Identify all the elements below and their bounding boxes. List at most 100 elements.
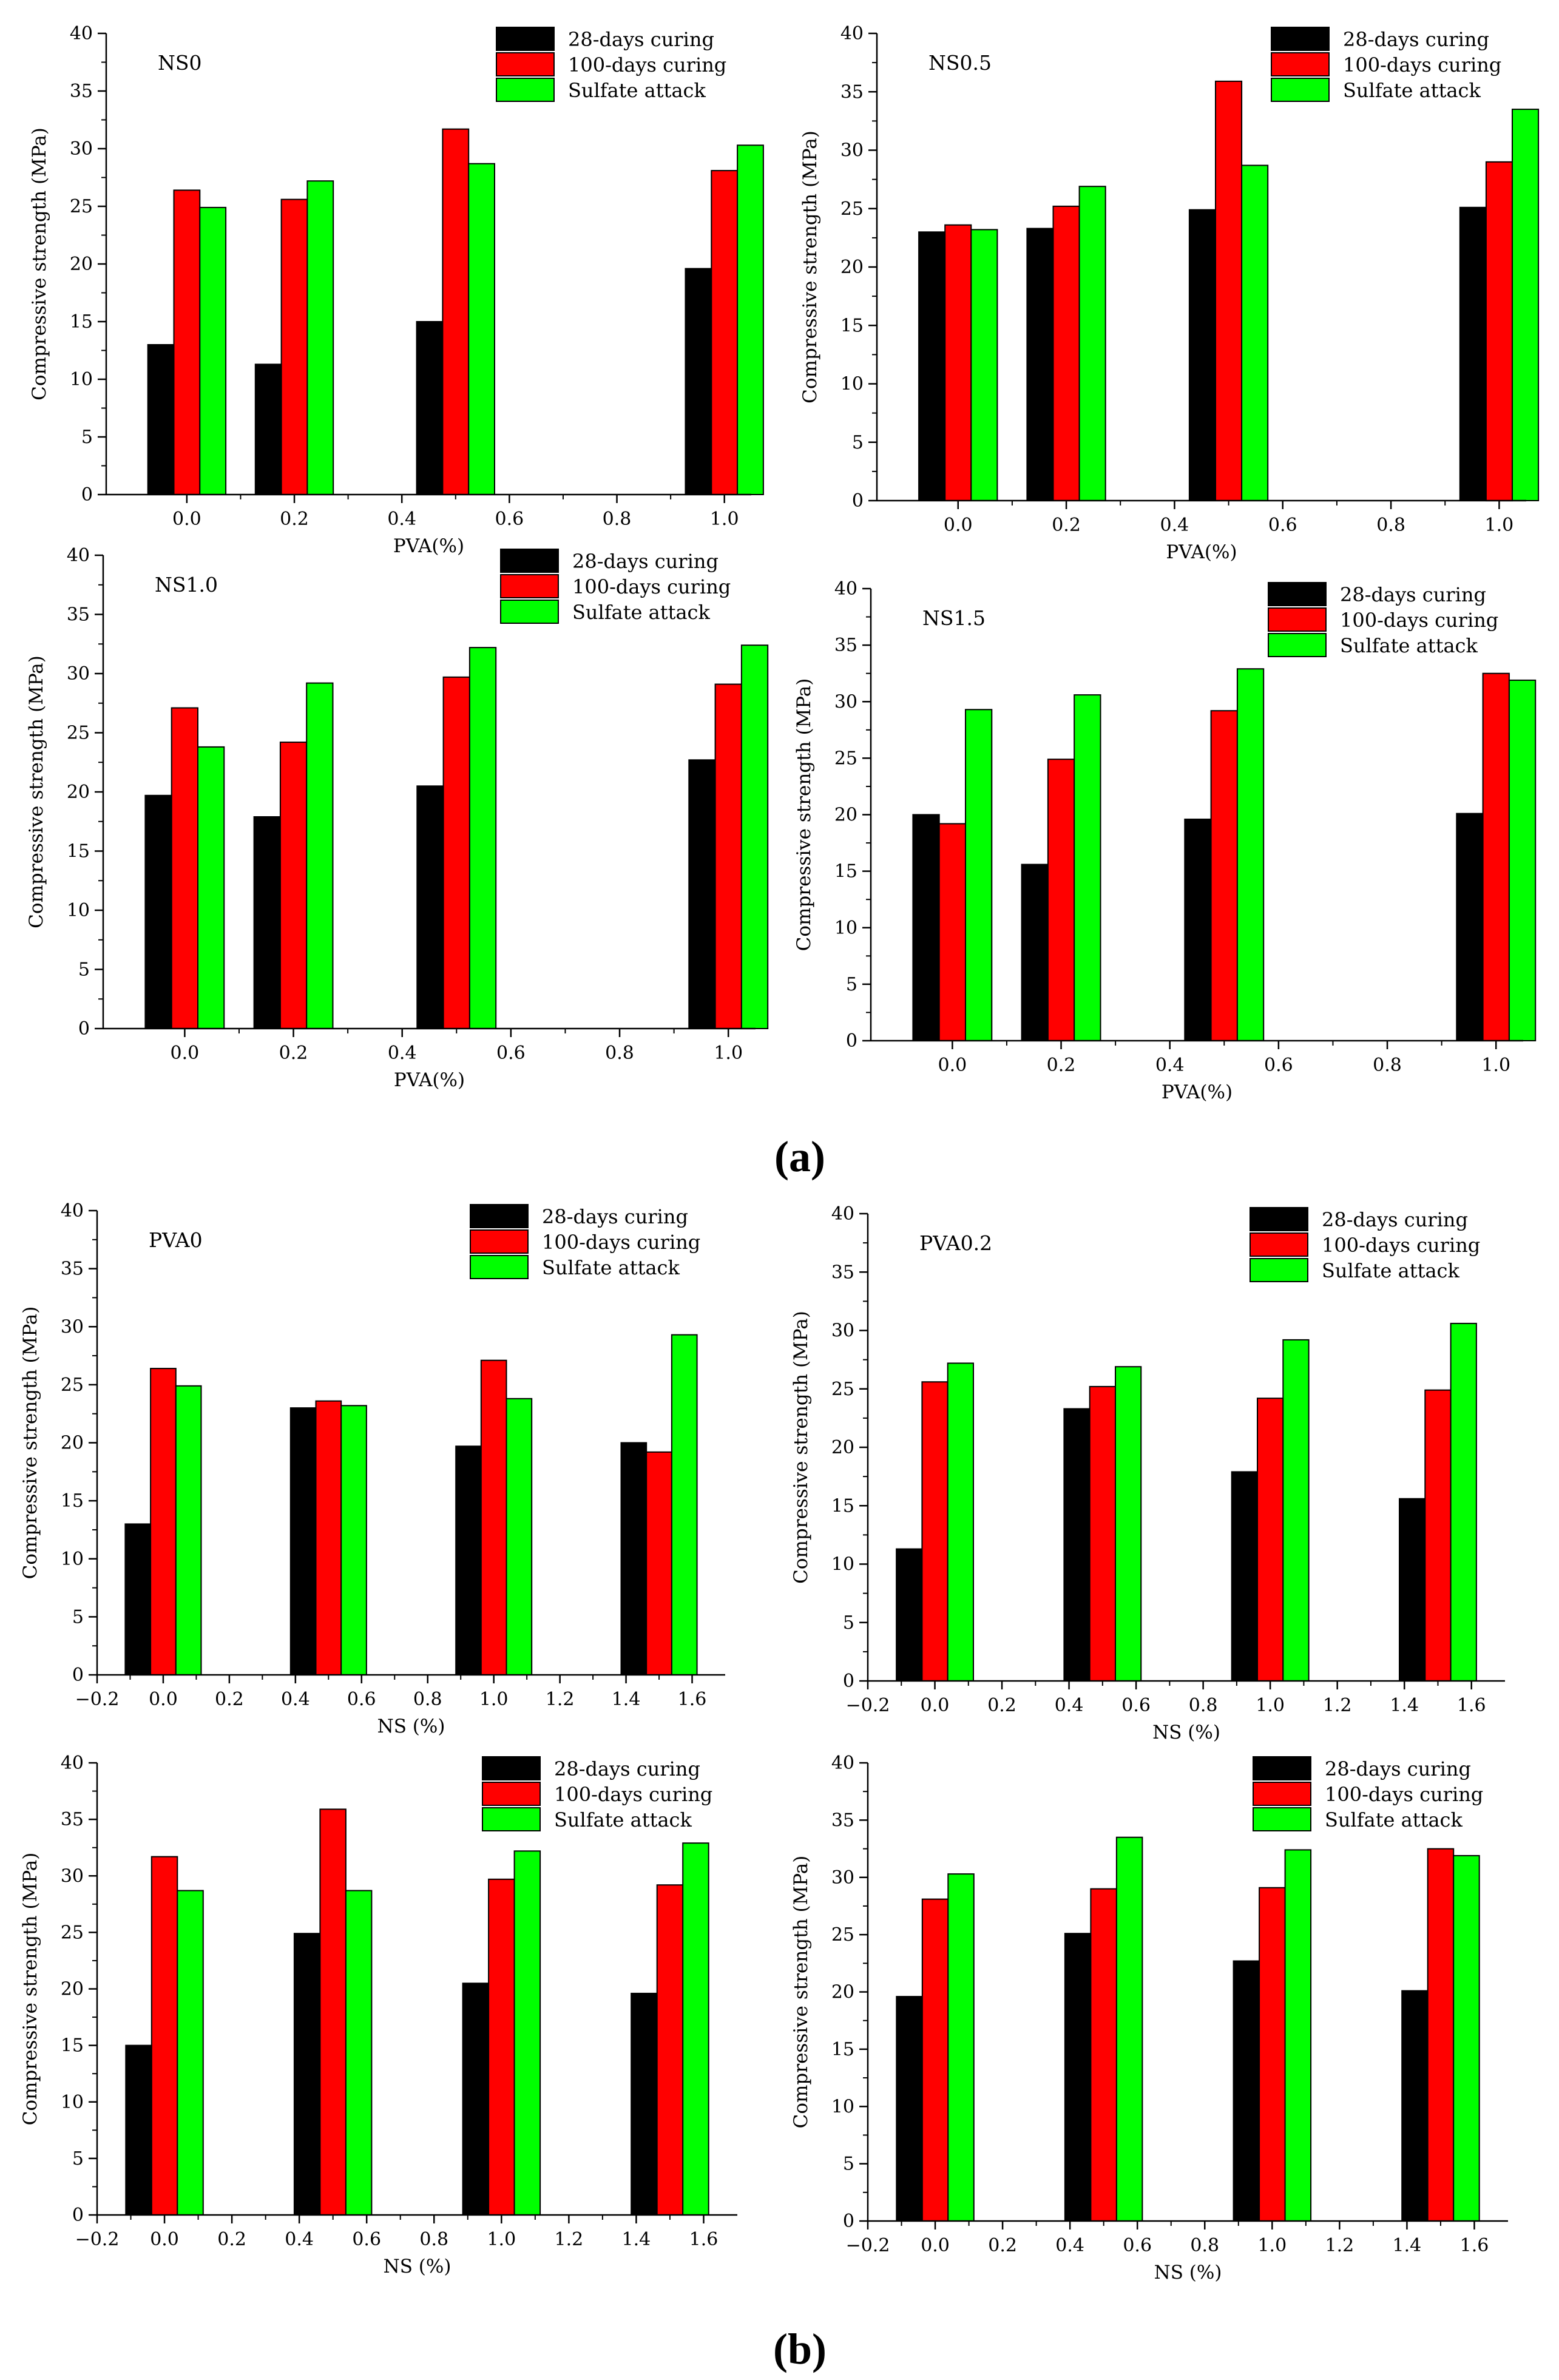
legend-entry: 100-days curing <box>572 575 731 598</box>
x-axis-label: PVA(%) <box>393 535 464 557</box>
legend-swatch-sulfate <box>482 1807 541 1831</box>
y-tick-label: 35 <box>831 1262 854 1283</box>
y-tick-label: 25 <box>831 1379 854 1400</box>
legend-swatch-curing100 <box>496 52 555 76</box>
y-tick-label: 0 <box>846 1030 857 1052</box>
chart-pva0: 0 5 10 15 20 25 30 35 40 −0.2 0.0 0.2 0.4 0.6 0.8 1.0 1.… <box>19 1200 725 1737</box>
y-tick-label: 20 <box>831 1982 854 2003</box>
y-tick-label: 15 <box>831 1495 854 1516</box>
bar-sulfate-pva02 <box>1115 1366 1142 1682</box>
legend-entry: 100-days curing <box>1343 53 1501 76</box>
x-tick-label: 0.2 <box>987 1695 1016 1716</box>
x-tick-label: 1.4 <box>1393 2235 1422 2256</box>
y-tick-label: 30 <box>67 663 90 685</box>
bar-sulfate-ns10 <box>197 746 225 1030</box>
legend-entry: 100-days curing <box>1322 1234 1480 1257</box>
y-tick-label: 35 <box>61 1809 84 1830</box>
bar-curing28-ns15 <box>1021 864 1049 1041</box>
panel-annotation: NS1.0 <box>155 573 218 597</box>
x-tick-label: 1.0 <box>1257 2235 1287 2256</box>
bar-curing28-pva0 <box>289 1407 317 1676</box>
x-tick-label: 1.4 <box>622 2229 651 2250</box>
x-tick-label: −0.2 <box>846 1695 890 1716</box>
bar-curing28-pva05 <box>631 1992 658 2216</box>
legend-entry: 100-days curing <box>542 1231 700 1254</box>
y-tick-label: 5 <box>852 432 864 453</box>
y-tick-label: 40 <box>70 23 93 44</box>
y-tick-label: 5 <box>78 959 90 981</box>
panel-annotation: PVA0.2 <box>919 1231 992 1255</box>
bar-curing100-pva02 <box>1424 1389 1452 1682</box>
legend-entry: Sulfate attack <box>542 1256 680 1279</box>
x-tick-label: 0.8 <box>413 1689 442 1710</box>
y-tick-label: 5 <box>72 1606 84 1628</box>
bar-sulfate-pva02 <box>947 1362 974 1682</box>
bar-curing28-ns05 <box>1026 228 1054 501</box>
y-tick-label: 40 <box>834 578 857 600</box>
y-tick-label: 25 <box>831 1924 854 1946</box>
x-tick-label: 0.8 <box>1189 1695 1218 1716</box>
x-tick-label: 0.8 <box>1376 515 1405 536</box>
x-tick-label: 0.8 <box>1190 2235 1219 2256</box>
x-tick-label: 1.0 <box>1256 1695 1285 1716</box>
y-tick-label: 25 <box>61 1922 84 1943</box>
bar-curing100-pva10 <box>1090 1888 1117 2222</box>
x-tick-label: 1.0 <box>1481 1055 1510 1076</box>
bar-curing28-ns10 <box>253 816 281 1029</box>
bar-curing28-pva10 <box>1064 1933 1092 2222</box>
bar-sulfate-pva0 <box>671 1334 698 1676</box>
legend-swatch-curing28 <box>1253 1756 1311 1780</box>
y-tick-label: 0 <box>852 490 864 512</box>
legend-entry: Sulfate attack <box>1325 1808 1463 1831</box>
x-tick-label: 0.6 <box>1268 515 1297 536</box>
bar-curing28-ns0 <box>416 321 444 495</box>
y-axis-label: Compressive strength (MPa) <box>793 678 815 952</box>
panel-annotation: NS0.5 <box>928 51 992 75</box>
x-tick-label: 0.2 <box>280 509 309 530</box>
bar-curing100-pva10 <box>1259 1887 1286 2222</box>
y-tick-label: 0 <box>72 1665 84 1686</box>
x-tick-label: 1.6 <box>1457 1695 1486 1716</box>
y-axis-label: Compressive strength (MPa) <box>799 130 821 404</box>
y-tick-label: 30 <box>61 1316 84 1337</box>
y-axis-label: Compressive strength (MPa) <box>25 655 47 928</box>
x-tick-label: 0.4 <box>281 1689 310 1710</box>
bar-curing100-ns05 <box>1215 80 1243 501</box>
x-tick-label: 0.2 <box>215 1689 244 1710</box>
bar-curing100-pva0 <box>646 1451 672 1676</box>
x-tick-label: 1.0 <box>487 2229 516 2250</box>
bar-curing100-pva05 <box>488 1878 515 2216</box>
x-tick-label: 1.2 <box>1325 2235 1354 2256</box>
bar-curing100-pva05 <box>319 1808 347 2216</box>
x-tick-label: 0.8 <box>419 2229 448 2250</box>
chart-ns05: 0 5 10 15 20 25 30 35 40 0.0 0.2 0.4 0.6 0.8 1.0 PVA(%)… <box>799 23 1540 563</box>
bar-curing100-pva0 <box>150 1368 177 1676</box>
y-tick-label: 25 <box>70 196 93 217</box>
bar-sulfate-ns15 <box>1074 694 1101 1041</box>
y-tick-label: 15 <box>61 1490 84 1512</box>
x-tick-label: 0.2 <box>988 2235 1017 2256</box>
bar-curing28-ns10 <box>144 794 172 1030</box>
y-tick-label: 10 <box>840 374 864 395</box>
y-tick-label: 5 <box>72 2148 84 2169</box>
bar-curing28-ns15 <box>1184 819 1212 1041</box>
panel-annotation: NS0 <box>158 51 201 75</box>
legend-swatch-curing28 <box>482 1756 541 1780</box>
bar-curing100-ns0 <box>711 170 739 496</box>
bar-sulfate-pva0 <box>506 1398 533 1676</box>
x-tick-label: 1.2 <box>555 2229 584 2250</box>
bar-sulfate-pva05 <box>513 1850 541 2216</box>
bar-sulfate-ns15 <box>1508 679 1537 1041</box>
charts-layer: 0 5 10 15 20 25 30 35 40 0.0 0.2 0.4 0.6 0.8 1.0 PVA(%)… <box>19 23 1540 2284</box>
x-tick-label: 0.6 <box>352 2229 381 2250</box>
bar-sulfate-ns0 <box>468 163 496 495</box>
y-tick-label: 15 <box>834 861 857 882</box>
bar-sulfate-pva02 <box>1450 1322 1477 1682</box>
bar-sulfate-ns10 <box>740 644 769 1029</box>
legend-swatch-sulfate <box>1250 1258 1308 1282</box>
y-tick-label: 10 <box>67 900 90 921</box>
legend-swatch-curing100 <box>1268 607 1327 632</box>
chart-ns0: 0 5 10 15 20 25 30 35 40 0.0 0.2 0.4 0.6 0.8 1.0 PVA(%)… <box>29 23 764 557</box>
y-tick-label: 30 <box>831 1320 854 1342</box>
